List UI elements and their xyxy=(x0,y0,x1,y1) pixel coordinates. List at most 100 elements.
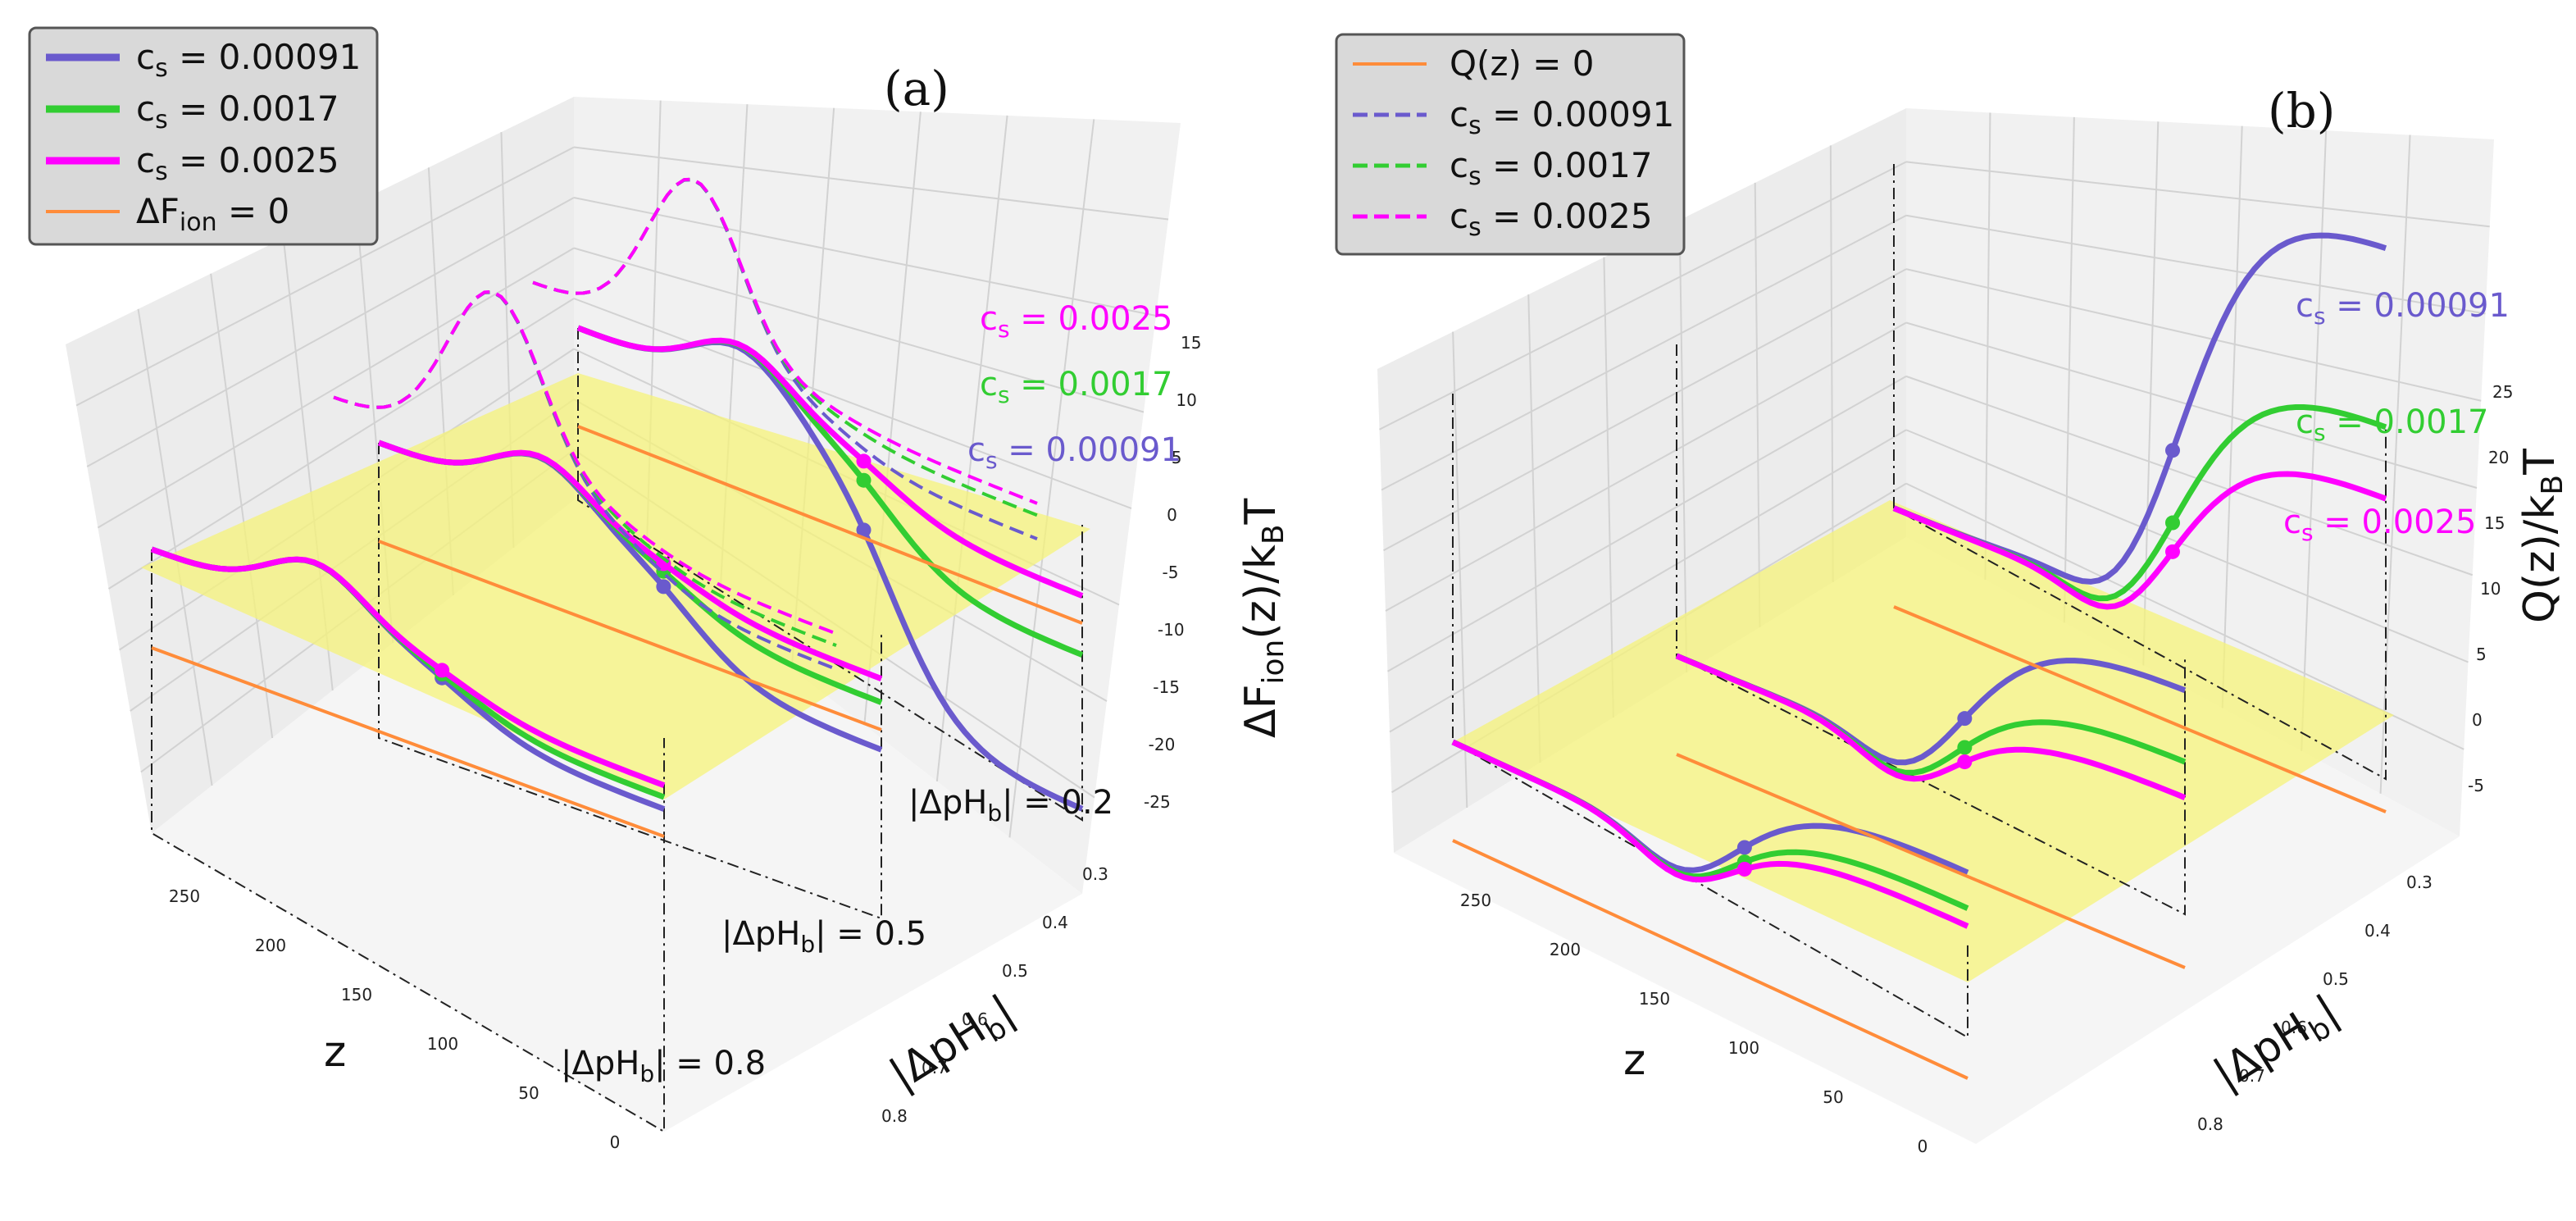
x-tick-b-5: 0 xyxy=(1918,1137,1928,1156)
pane-back-left-b xyxy=(1377,108,1906,853)
annot-b-2: cs = 0.0017 xyxy=(2296,403,2489,446)
z-tick-b-2: 15 xyxy=(2484,513,2505,533)
z-tick-b-0: 25 xyxy=(2492,382,2513,402)
z-tick-a-8: -25 xyxy=(1144,792,1171,812)
z-tick-a-7: -20 xyxy=(1149,735,1176,754)
ticks-a: 2502001501005000.30.40.50.60.70.8151050-… xyxy=(169,333,1202,1152)
z-tick-b-5: 0 xyxy=(2472,710,2483,730)
grid-line xyxy=(1389,429,1907,733)
grid-line xyxy=(107,298,575,590)
grid-line xyxy=(86,197,575,467)
y-tick-b-1: 0.4 xyxy=(2364,921,2391,941)
z-axis-label-b: Q(z)/kBT xyxy=(2515,449,2569,623)
grid-line xyxy=(75,146,575,407)
zero-line-b-0 xyxy=(1893,605,2387,813)
series-line-b-8 xyxy=(1451,739,1969,929)
series-marker-a-1 xyxy=(856,472,872,488)
y-tick-a-3: 0.6 xyxy=(962,1009,988,1029)
legend-a-item-1: cs = 0.00091 xyxy=(136,37,361,83)
series-lines-b xyxy=(1451,232,2387,1080)
z-tick-a-2: 5 xyxy=(1172,448,1182,467)
x-axis-label-a: z xyxy=(324,1027,346,1077)
x-tick-a-2: 150 xyxy=(341,985,372,1005)
x-tick-a-4: 50 xyxy=(518,1083,539,1103)
grid-line xyxy=(1379,161,1907,431)
zero-line-a-0 xyxy=(577,425,1083,625)
y-tick-a-2: 0.5 xyxy=(1002,961,1028,981)
grid-line xyxy=(1387,376,1907,672)
y-axis-label-b: |ΔpHb| xyxy=(2205,986,2349,1104)
grid-line xyxy=(1905,482,2464,750)
slice-guides-b xyxy=(1452,164,2387,1039)
x-tick-b-2: 150 xyxy=(1639,989,1670,1009)
grid-line xyxy=(1905,375,2474,576)
zero-line-a-1 xyxy=(378,540,882,731)
slice-label-08: |ΔpHb| = 0.8 xyxy=(561,1045,766,1087)
y-axis-label-a: |ΔpHb| xyxy=(881,986,1025,1104)
annot-a-3: cs = 0.00091 xyxy=(967,431,1181,474)
z-tick-a-4: -5 xyxy=(1163,563,1179,582)
z-tick-b-4: 5 xyxy=(2476,645,2487,664)
legend-b-item-1: Q(z) = 0 xyxy=(1450,43,1595,84)
series-marker-b-0 xyxy=(2165,443,2180,458)
series-line-a-14 xyxy=(532,177,1038,505)
z-tick-a-6: -15 xyxy=(1153,677,1180,697)
series-line-b-2 xyxy=(1892,471,2387,610)
x-tick-b-3: 100 xyxy=(1728,1038,1759,1058)
y-tick-a-5: 0.8 xyxy=(881,1106,908,1126)
series-marker-a-2 xyxy=(856,453,872,469)
y-tick-b-0: 0.3 xyxy=(2406,872,2433,892)
x-tick-b-4: 50 xyxy=(1823,1087,1843,1107)
series-marker-b-6 xyxy=(1736,840,1752,855)
x-axis-label-b: z xyxy=(1623,1036,1645,1085)
z-tick-b-1: 20 xyxy=(2488,448,2509,467)
x-tick-a-0: 250 xyxy=(169,886,200,906)
grid-line xyxy=(1381,214,1907,491)
series-line-b-5 xyxy=(1675,653,2187,800)
series-lines-a xyxy=(150,177,1084,838)
annot-b-3: cs = 0.0025 xyxy=(2283,503,2477,546)
grid-line xyxy=(573,247,1145,413)
series-marker-a-3 xyxy=(656,579,671,595)
slice-guides-a xyxy=(151,328,1083,1133)
grid-line xyxy=(97,247,575,529)
z-tick-a-3: 0 xyxy=(1167,505,1177,525)
z-tick-a-1: 10 xyxy=(1176,390,1196,410)
grid-line xyxy=(1385,321,1907,612)
grid-line xyxy=(573,298,1132,509)
legend-a-item-4: ΔFion = 0 xyxy=(136,191,289,237)
y-tick-b-3: 0.6 xyxy=(2281,1018,2307,1037)
x-tick-a-5: 0 xyxy=(610,1132,621,1152)
series-line-a-5 xyxy=(377,440,883,681)
zero-plane-a xyxy=(141,373,1090,800)
slice-label-05: |ΔpHb| = 0.5 xyxy=(721,915,926,958)
series-marker-b-2 xyxy=(2165,544,2180,559)
series-line-a-11 xyxy=(333,289,837,636)
z-axis-label-a: ΔFion(z)/kBT xyxy=(1236,498,1290,738)
series-marker-a-8 xyxy=(435,663,450,678)
series-marker-b-5 xyxy=(1957,754,1973,770)
y-tick-b-5: 0.8 xyxy=(2197,1114,2223,1134)
zero-line-b-2 xyxy=(1452,839,1968,1080)
legend-a-item-2: cs = 0.0017 xyxy=(136,89,339,134)
slice-label-02: |ΔpHb| = 0.2 xyxy=(908,784,1113,827)
x-tick-a-1: 200 xyxy=(255,936,286,955)
y-tick-a-0: 0.3 xyxy=(1082,864,1108,884)
legend-b: Q(z) = 0 cs = 0.00091 cs = 0.0017 cs = 0… xyxy=(1335,33,1686,256)
legend-b-item-2: cs = 0.00091 xyxy=(1450,94,1674,140)
y-tick-a-1: 0.4 xyxy=(1042,913,1068,932)
grid-line xyxy=(573,146,1169,221)
panel-label-b: (b) xyxy=(2268,83,2335,139)
panel-b: 2502001501005000.30.40.50.60.70.82520151… xyxy=(1335,33,2569,1156)
annot-b-1: cs = 0.00091 xyxy=(2296,287,2510,330)
z-tick-b-6: -5 xyxy=(2468,776,2484,795)
grid-line xyxy=(1905,429,2469,663)
y-tick-b-2: 0.5 xyxy=(2323,969,2349,989)
series-marker-b-3 xyxy=(1957,711,1973,727)
grid-line xyxy=(1905,161,2490,228)
series-line-a-8 xyxy=(150,546,666,788)
zero-line-a-2 xyxy=(151,646,665,838)
y-tick-b-4: 0.7 xyxy=(2239,1066,2265,1086)
panel-a: 2502001501005000.30.40.50.60.70.8151050-… xyxy=(28,26,1290,1152)
